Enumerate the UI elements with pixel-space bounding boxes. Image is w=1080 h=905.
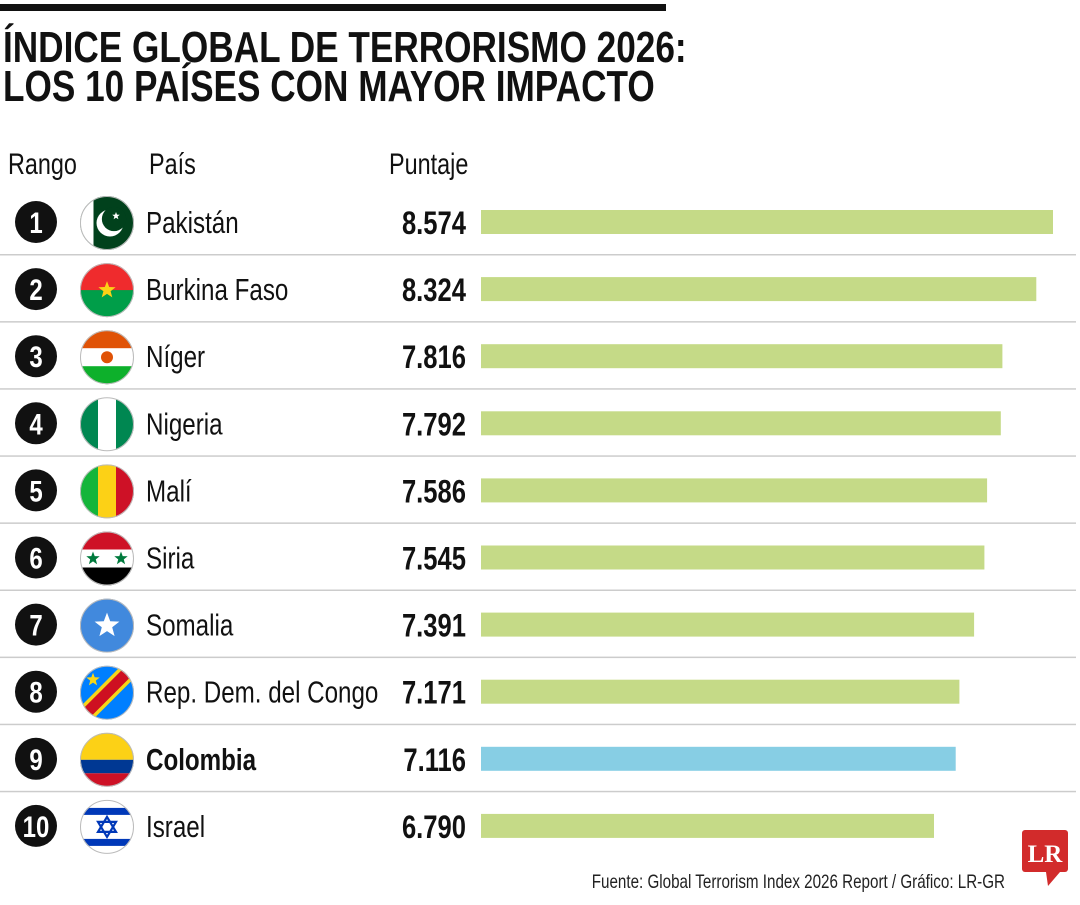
syria-flag-icon [80,531,134,586]
country-label: Malí [146,474,192,509]
score-label: 8.574 [402,206,466,241]
rank-number: 5 [29,474,42,508]
rank-badge: 5 [15,469,57,512]
rank-number: 7 [29,608,42,642]
row-divider [0,455,1076,457]
score-bar [481,411,1001,436]
score-label: 6.790 [402,810,466,845]
rank-number: 1 [29,205,42,239]
rank-number: 2 [29,272,42,306]
header-country: País [149,147,196,180]
rank-badge: 8 [15,670,57,713]
rank-number: 9 [29,742,42,776]
score-label: 7.545 [402,542,466,577]
dr-congo-flag-icon [80,665,134,720]
header-score: Puntaje [389,147,468,180]
score-label: 7.586 [402,475,466,510]
score-label: 7.816 [402,341,466,376]
country-label: Nigeria [146,406,223,441]
table-row: 1 [15,201,57,243]
score-bar [481,679,960,704]
score-bar [481,344,1003,369]
table-row: 9 [15,737,57,780]
mali-flag-icon [80,464,134,519]
score-label: 7.116 [403,743,466,778]
score-bar [481,478,988,503]
row-divider [0,790,1076,793]
score-label: 7.391 [402,609,466,644]
rank-badge: 7 [15,603,57,646]
row-divider [0,522,1076,524]
table-row: 4 [15,402,57,445]
title-line-1: ÍNDICE GLOBAL DE TERRORISMO 2026: [3,22,687,72]
score-bar [481,210,1053,234]
rank-badge: 1 [15,201,57,243]
logo-text: LR [1028,841,1064,868]
country-label: Israel [146,809,205,844]
burkina-faso-flag-icon [80,263,134,318]
score-bar [481,545,985,570]
rank-number: 3 [29,340,42,374]
table-row: 2 [15,268,57,311]
country-label: Níger [146,339,205,374]
niger-flag-icon [80,330,134,385]
country-label: Colombia [146,742,257,777]
title-line-2: LOS 10 PAÍSES CON MAYOR IMPACTO [3,61,655,111]
score-label: 7.171 [402,676,466,711]
rank-number: 10 [23,809,50,843]
table-row: 5 [15,469,57,512]
country-label: Pakistán [146,205,239,240]
rank-number: 8 [29,675,42,709]
lr-logo: LR [1022,830,1068,886]
row-divider [0,321,1076,323]
country-label: Somalia [146,608,234,643]
rank-badge: 3 [15,335,57,378]
rank-number: 6 [29,541,42,575]
rank-badge: 9 [15,737,57,780]
table-row: 10 [15,804,57,847]
nigeria-flag-icon [80,397,134,452]
rank-number: 4 [29,407,42,441]
rank-badge: 2 [15,268,57,311]
score-label: 7.792 [402,408,466,443]
rank-badge: 6 [15,536,57,579]
row-divider [0,723,1076,726]
score-bar [481,746,956,771]
country-label: Siria [146,541,195,576]
row-divider [0,254,1076,256]
pakistan-flag-icon [80,196,134,250]
top-rule [0,4,666,11]
colombia-flag-icon [80,732,134,787]
table-row: 3 [15,335,57,378]
row-divider [0,388,1076,390]
score-bar [481,277,1037,302]
source-note: Fuente: Global Terrorism Index 2026 Repo… [592,870,1005,892]
table-row: 8 [15,670,57,713]
rank-badge: 10 [15,804,57,847]
country-label: Rep. Dem. del Congo [146,675,378,710]
score-bar [481,813,934,838]
score-label: 8.324 [402,273,466,308]
row-divider [0,589,1076,591]
table-row: 7 [15,603,57,646]
country-label: Burkina Faso [146,272,288,307]
israel-flag-icon [80,799,134,854]
somalia-flag-icon [80,598,134,653]
header-rank: Rango [8,147,77,180]
rank-badge: 4 [15,402,57,445]
row-divider [0,656,1076,659]
table-row: 6 [15,536,57,579]
score-bar [481,612,975,637]
